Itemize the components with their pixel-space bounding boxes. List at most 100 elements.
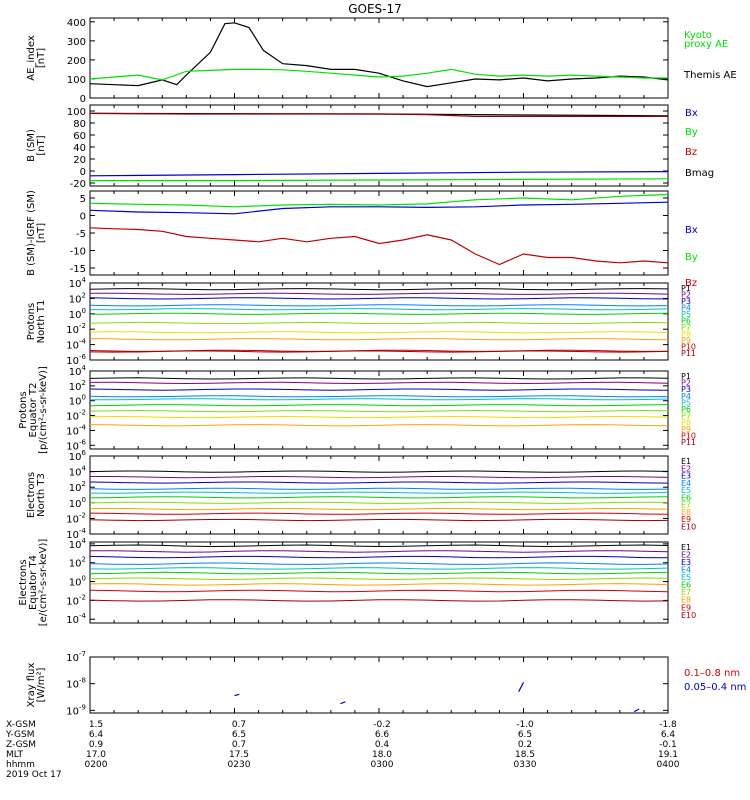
legend-label: 0.1–0.8 nm — [684, 668, 740, 679]
plot-frame — [89, 656, 669, 714]
x-row-label: hhmm — [6, 760, 35, 770]
x-row-value: 0330 — [514, 760, 537, 770]
legend-label: E3 — [681, 558, 691, 567]
x-row-value: 0.7 — [232, 720, 246, 730]
legend-label: Bx — [685, 225, 698, 236]
legend-label: proxy AE — [684, 39, 728, 50]
channel-line — [89, 496, 669, 499]
channel-line — [89, 398, 669, 401]
y-axis-label: North T3 — [36, 473, 47, 517]
channel-line — [90, 476, 669, 479]
channel-line — [89, 544, 669, 548]
y-tick-label: 10-2 — [66, 409, 86, 423]
x-row-value: 0.4 — [375, 740, 390, 750]
y-axis-label: Electrons — [18, 559, 29, 605]
y-tick-label: 10-4 — [66, 612, 86, 626]
x-row-value: 0.7 — [232, 740, 246, 750]
x-row-value: 6.4 — [89, 730, 104, 740]
y-tick-label: 100 — [67, 75, 86, 86]
y-axis-label: [nT] — [36, 135, 47, 155]
channel-line — [89, 470, 669, 473]
legend-label: P6 — [681, 405, 691, 414]
y-tick-label: 104 — [69, 276, 87, 290]
xray-segment — [633, 708, 640, 713]
y-tick-label: 10-4 — [66, 338, 86, 352]
y-tick-label: 104 — [69, 537, 87, 551]
legend-label: P1 — [681, 284, 691, 293]
x-row-value: 0200 — [85, 760, 108, 770]
y-tick-label: 10-6 — [66, 438, 86, 452]
channel-line — [89, 304, 669, 307]
channel-line — [89, 297, 669, 300]
legend-label: Bx — [685, 108, 698, 119]
y-tick-label: 100 — [67, 107, 86, 118]
x-row-value: 18.5 — [515, 750, 535, 760]
y-tick-label: 10-4 — [66, 527, 86, 541]
x-row-value: 19.1 — [658, 750, 678, 760]
xray-segment — [234, 693, 240, 697]
y-tick-label: 5 — [80, 194, 86, 205]
series-line — [89, 171, 669, 177]
channel-line — [89, 550, 669, 553]
legend-label: E6 — [681, 493, 691, 502]
channel-line — [89, 512, 669, 515]
channel-line — [89, 583, 669, 586]
legend-label: By — [685, 127, 698, 138]
series-line — [89, 227, 669, 266]
channel-line — [89, 491, 669, 494]
y-tick-label: 10-6 — [66, 353, 86, 367]
x-row-value: 6.6 — [375, 730, 390, 740]
y-tick-label: 10-8 — [66, 677, 86, 691]
y-axis-label: Protons — [18, 391, 29, 428]
legend-label: P4 — [681, 392, 691, 401]
legend-label: E4 — [681, 566, 691, 575]
x-row-value: -1.8 — [659, 720, 677, 730]
y-axis-label: [p/(cm²-s-sr-keV)] — [38, 366, 49, 454]
channel-line — [89, 567, 669, 570]
x-row-value: 0300 — [371, 760, 394, 770]
legend-label: P4 — [681, 304, 691, 313]
x-row-value: 6.5 — [232, 730, 246, 740]
x-row-value: 6.5 — [518, 730, 532, 740]
legend-label: E5 — [681, 486, 691, 495]
panel-8: 10-7 10-8 10-9 Xray flux [W/m²] 0.1–0.8 nm 0.0… — [26, 650, 746, 717]
series-line — [89, 68, 668, 81]
y-tick-label: 300 — [67, 37, 86, 48]
y-tick-label: 80 — [73, 119, 86, 130]
channel-line — [89, 409, 669, 413]
plot-frame — [89, 455, 669, 535]
legend-label: Kyoto — [684, 30, 712, 41]
y-tick-label: 104 — [69, 364, 87, 378]
channel-line — [89, 288, 669, 291]
x-axis-table: X-GSM 1.5 0.7 -0.2 -1.0 -1.8 Y-GSM 6.4 6.5 6.6 6.5… — [5, 720, 680, 780]
y-tick-label: 40 — [73, 143, 86, 154]
y-tick-label: 100 — [69, 575, 86, 589]
channel-line — [89, 321, 669, 325]
date-label: 2019 Oct 17 — [6, 770, 62, 780]
x-row-value: -0.1 — [659, 740, 677, 750]
channel-line — [89, 312, 669, 315]
channel-line — [89, 507, 669, 511]
y-axis-label: Equator T2 — [28, 383, 39, 438]
y-tick-label: 10-9 — [66, 703, 86, 717]
channel-line — [89, 555, 669, 559]
x-row-value: 0400 — [657, 760, 680, 770]
y-tick-label: 10-2 — [66, 511, 86, 525]
legend-label: E3 — [681, 472, 691, 481]
x-row-label: Z-GSM — [6, 740, 36, 750]
legend-label: 0.05–0.4 nm — [684, 682, 746, 693]
legend-label: P5 — [681, 398, 691, 407]
channel-line — [89, 487, 669, 490]
y-tick-label: 100 — [69, 394, 86, 408]
xray-segment — [518, 682, 525, 692]
y-axis-label: Protons — [26, 303, 37, 340]
x-row-value: 0.9 — [89, 740, 104, 750]
legend-label: E4 — [681, 479, 691, 488]
legend-label: P7 — [681, 323, 691, 332]
y-axis-label: [nT] — [36, 48, 47, 68]
y-axis-label: [nT] — [36, 223, 47, 243]
